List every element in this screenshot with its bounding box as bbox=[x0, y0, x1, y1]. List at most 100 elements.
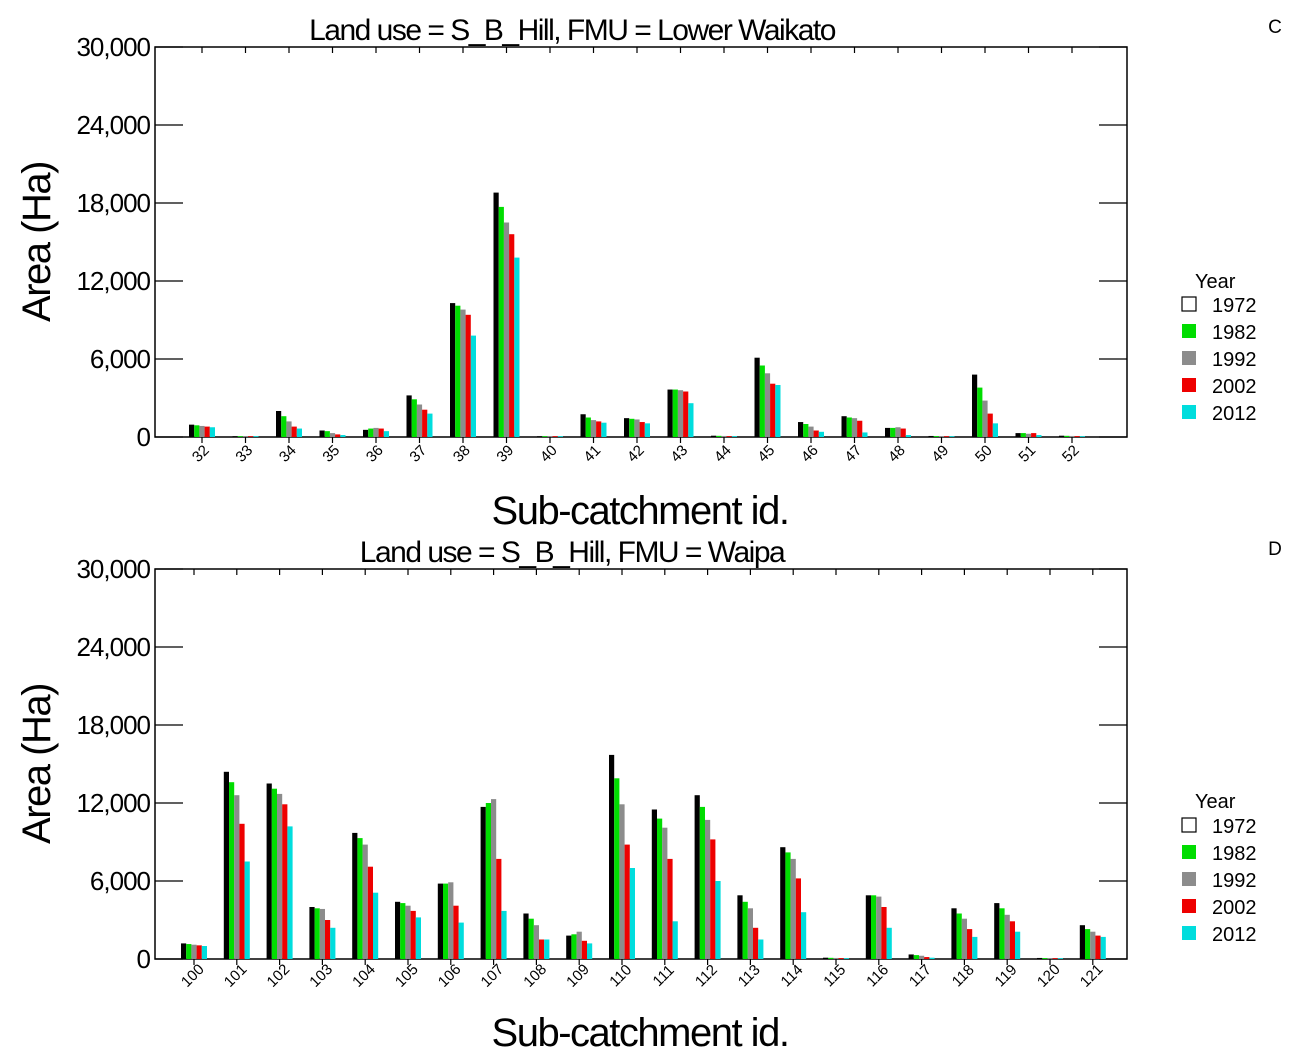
bar-109-2012 bbox=[587, 943, 593, 959]
bar-51-1992 bbox=[1025, 433, 1032, 437]
x-tick-label: 33 bbox=[232, 442, 256, 466]
bar-121-1992 bbox=[1090, 931, 1096, 959]
bar-121-2012 bbox=[1100, 936, 1106, 959]
bar-104-2012 bbox=[373, 892, 379, 959]
panel-waipa: Land use = S_B_Hill, FMU = Waipa D Area … bbox=[15, 536, 1282, 1055]
bar-114-1982 bbox=[785, 852, 791, 959]
y-tick-label: 12,000 bbox=[76, 788, 150, 818]
bar-120-2002 bbox=[1052, 958, 1058, 959]
x-tick-label: 109 bbox=[563, 961, 593, 991]
bar-119-1982 bbox=[999, 908, 1005, 959]
bar-101-1982 bbox=[229, 782, 235, 959]
x-tick-label: 47 bbox=[841, 442, 865, 466]
bar-119-1972 bbox=[994, 903, 1000, 959]
bar-32-2012 bbox=[209, 427, 215, 437]
legend-label: 1972 bbox=[1212, 295, 1257, 317]
bar-50-1982 bbox=[977, 387, 983, 437]
legend-label: 1982 bbox=[1212, 322, 1257, 344]
y-tick-label: 30,000 bbox=[76, 32, 150, 62]
legend-title: Year bbox=[1195, 791, 1236, 813]
bar-110-1992 bbox=[619, 804, 625, 959]
legend-swatch-2002 bbox=[1182, 378, 1196, 392]
bar-117-1992 bbox=[919, 955, 925, 959]
x-tick-label: 50 bbox=[972, 442, 996, 466]
bar-101-2012 bbox=[244, 861, 250, 959]
bar-41-1972 bbox=[580, 414, 586, 437]
bar-106-1972 bbox=[437, 883, 443, 959]
y-tick-label: 12,000 bbox=[76, 266, 150, 296]
x-tick-label: 114 bbox=[778, 961, 807, 990]
bar-113-2002 bbox=[753, 927, 759, 959]
bar-103-1992 bbox=[319, 908, 325, 959]
bar-119-2002 bbox=[1009, 921, 1015, 959]
x-tick-label: 101 bbox=[221, 961, 251, 991]
bar-40-1982 bbox=[542, 436, 548, 437]
bar-37-2012 bbox=[427, 413, 433, 437]
bar-44-1992 bbox=[721, 435, 727, 437]
x-tick-label: 38 bbox=[450, 442, 474, 466]
legend-label: 2002 bbox=[1212, 897, 1257, 919]
x-tick-label: 43 bbox=[667, 442, 691, 466]
bar-103-1982 bbox=[314, 908, 320, 959]
bar-36-1992 bbox=[373, 427, 379, 437]
y-axis-label: Area (Ha) bbox=[15, 684, 59, 844]
legend-swatch-2002 bbox=[1182, 899, 1196, 913]
bar-39-2002 bbox=[509, 234, 515, 437]
y-axis-ticks: 0 6,000 12,000 18,000 24,000 30,000 bbox=[76, 32, 1127, 452]
bar-43-1972 bbox=[667, 389, 673, 437]
x-tick-label: 32 bbox=[189, 442, 213, 466]
bar-48-2012 bbox=[905, 435, 911, 437]
bar-52-1972 bbox=[1059, 435, 1065, 437]
bar-118-2002 bbox=[967, 929, 973, 959]
bar-111-2012 bbox=[672, 921, 678, 959]
bar-113-1982 bbox=[742, 901, 748, 959]
bar-34-1972 bbox=[276, 411, 282, 437]
x-tick-label: 49 bbox=[928, 442, 952, 466]
bar-46-1972 bbox=[798, 422, 804, 437]
x-tick-label: 37 bbox=[406, 442, 430, 466]
legend-title: Year bbox=[1195, 271, 1236, 293]
bar-48-1992 bbox=[895, 427, 901, 437]
y-tick-label: 24,000 bbox=[76, 632, 150, 662]
bar-113-1972 bbox=[737, 895, 743, 959]
bar-47-1982 bbox=[846, 417, 852, 437]
bar-100-1982 bbox=[186, 944, 192, 959]
bar-114-1972 bbox=[780, 847, 786, 959]
x-tick-label: 39 bbox=[493, 442, 517, 466]
y-tick-label: 6,000 bbox=[90, 866, 151, 896]
bar-107-1972 bbox=[480, 806, 486, 959]
bar-47-2012 bbox=[862, 432, 868, 437]
bar-105-1972 bbox=[395, 901, 401, 959]
bar-112-2012 bbox=[715, 881, 721, 959]
legend-label: 1992 bbox=[1212, 870, 1257, 892]
legend-swatch-1982 bbox=[1182, 324, 1196, 338]
bar-104-1982 bbox=[357, 838, 363, 959]
bar-105-2012 bbox=[415, 917, 421, 959]
chart-title: Land use = S_B_Hill, FMU = Waipa bbox=[360, 536, 786, 569]
bar-120-1982 bbox=[1042, 958, 1048, 959]
bar-48-1982 bbox=[890, 427, 896, 437]
bar-42-2012 bbox=[644, 423, 650, 437]
bar-35-2002 bbox=[335, 434, 341, 437]
x-tick-label: 42 bbox=[624, 442, 648, 466]
y-tick-label: 18,000 bbox=[76, 188, 150, 218]
bar-44-1972 bbox=[711, 435, 717, 437]
x-tick-label: 40 bbox=[537, 442, 561, 466]
bar-43-2012 bbox=[688, 403, 694, 437]
legend-swatch-1972 bbox=[1181, 296, 1197, 312]
bar-121-2002 bbox=[1095, 935, 1101, 959]
bar-52-2002 bbox=[1074, 436, 1080, 437]
bar-39-2012 bbox=[514, 257, 520, 437]
bar-111-1992 bbox=[662, 827, 668, 959]
bar-39-1982 bbox=[498, 206, 504, 437]
bar-35-2012 bbox=[340, 435, 346, 437]
bar-33-2012 bbox=[253, 436, 259, 437]
bar-108-1992 bbox=[533, 925, 539, 959]
bar-103-2002 bbox=[325, 920, 331, 959]
bar-45-1992 bbox=[764, 373, 771, 437]
x-tick-label: 118 bbox=[949, 961, 978, 990]
y-tick-label: 0 bbox=[137, 944, 151, 974]
bar-121-1972 bbox=[1079, 925, 1085, 959]
bar-111-1982 bbox=[657, 818, 663, 959]
